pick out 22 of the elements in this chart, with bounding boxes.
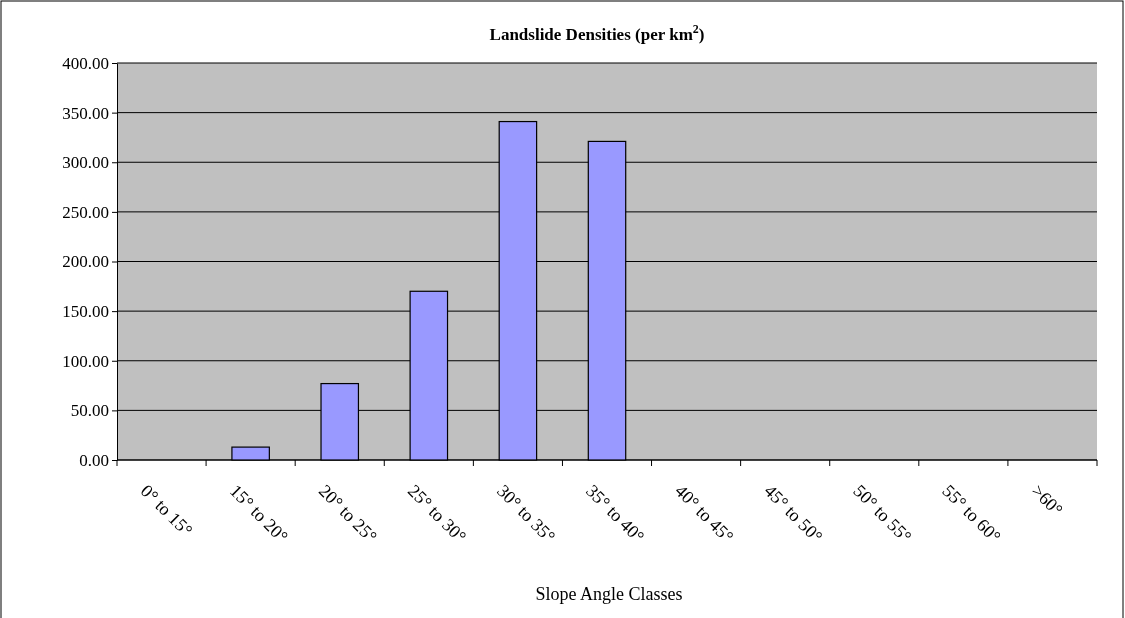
x-axis-title: Slope Angle Classes: [535, 584, 683, 604]
x-tick-label: 35° to 40°: [582, 480, 649, 547]
y-tick-label: 200.00: [62, 252, 109, 272]
y-tick-label: 300.00: [62, 153, 109, 173]
chart-title: Landslide Densities (per km$^{2}$): [489, 22, 705, 44]
x-tick-label: 55° to 60°: [938, 480, 1005, 547]
x-tick-label: 15° to 20°: [225, 480, 292, 547]
y-tick-label: 350.00: [62, 103, 109, 123]
y-tick-label: 150.00: [62, 302, 109, 322]
x-tick-label: 0° to 15°: [136, 480, 197, 541]
x-tick-label: 20° to 25°: [314, 480, 381, 547]
y-tick-label: 50.00: [70, 401, 109, 421]
y-tick-label: 100.00: [62, 351, 109, 371]
y-tick-label: 0.00: [79, 450, 109, 470]
x-tick-label: 50° to 55°: [849, 480, 916, 547]
y-tick-label: 250.00: [62, 202, 109, 222]
x-tick-label: 40° to 45°: [671, 480, 738, 547]
x-tick-label: 25° to 30°: [403, 480, 471, 547]
x-tick-label: >60°: [1027, 480, 1067, 520]
y-tick-label: 400.00: [62, 53, 109, 73]
x-tick-label: 30° to 35°: [493, 480, 560, 547]
x-tick-label: 45° to 50°: [760, 480, 827, 547]
